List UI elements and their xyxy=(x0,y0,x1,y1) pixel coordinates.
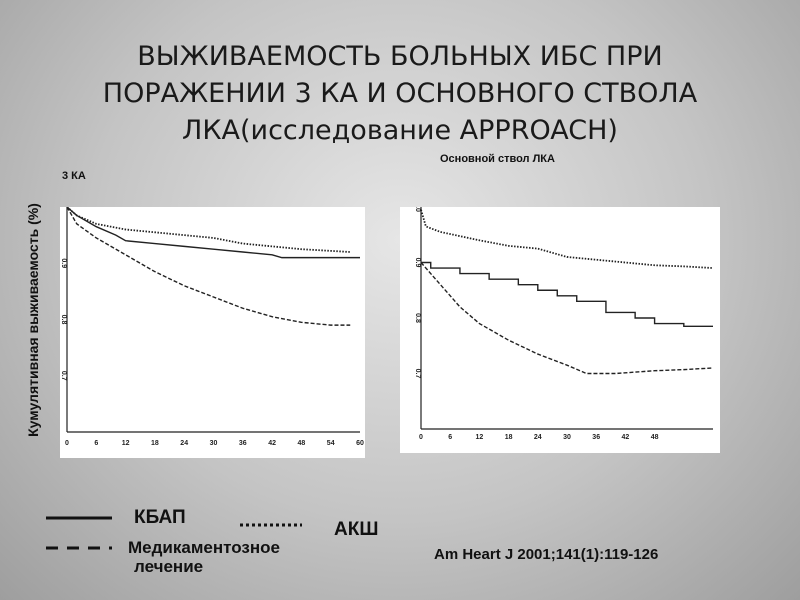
legend-cabg-label: АКШ xyxy=(334,519,379,540)
ka3-x-tick-label: 0 xyxy=(65,440,69,447)
ka3-x-tick-label: 6 xyxy=(94,440,98,447)
ka3-x-tick-label: 30 xyxy=(210,440,218,447)
ka3-y-tick-label: 0.7 xyxy=(60,371,67,381)
ka3-x-tick-label: 36 xyxy=(239,440,247,447)
lmca-y-tick-label: 1.0 xyxy=(414,207,421,212)
lmca-x-tick-label: 0 xyxy=(419,434,423,441)
ka3-y-tick-label: 0.8 xyxy=(60,315,67,325)
ka3-series-medical xyxy=(66,207,351,326)
lmca-x-tick-label: 48 xyxy=(651,434,659,441)
chart-panel-3ka: 0 6 12 18 24 30 36 42 48 54 60 0.9 0.8 0.7 xyxy=(60,207,365,458)
ka3-x-tick-label: 60 xyxy=(356,440,364,447)
ka3-x-tick-label: 24 xyxy=(180,440,188,447)
ka3-x-tick-label: 54 xyxy=(327,440,335,447)
ka3-x-tick-label: 42 xyxy=(268,440,276,447)
lmca-x-tick-label: 12 xyxy=(476,434,484,441)
ka3-x-tick-label: 12 xyxy=(122,440,130,447)
lmca-x-tick-label: 42 xyxy=(622,434,630,441)
ka3-x-tick-label: 18 xyxy=(151,440,159,447)
ka3-series-pci xyxy=(66,207,360,259)
slide-title-line-1: ВЫЖИВАЕМОСТЬ БОЛЬНЫХ ИБС ПРИ xyxy=(137,41,663,72)
ka3-x-tick-label: 48 xyxy=(298,440,306,447)
chart-title-3ka: 3 КА xyxy=(62,170,86,182)
lmca-y-tick-label: 0.7 xyxy=(414,369,421,379)
slide-title-line-2: ПОРАЖЕНИИ 3 КА И ОСНОВНОГО СТВОЛА xyxy=(102,78,698,109)
y-axis-label: Кумулятивная выживаемость (%) xyxy=(25,203,41,437)
lmca-series-pci xyxy=(421,261,713,328)
lmca-x-tick-label: 24 xyxy=(534,434,542,441)
lmca-x-tick-label: 30 xyxy=(563,434,571,441)
legend-symbols xyxy=(46,516,112,550)
lmca-y-tick-label: 0.8 xyxy=(414,313,421,323)
chart-3ka: 0 6 12 18 24 30 36 42 48 54 60 0.9 0.8 0.7 xyxy=(60,207,364,447)
lmca-y-tick-label: 0.9 xyxy=(414,258,421,268)
chart-panel-lmca: 0 6 12 18 24 30 36 42 48 1.0 0.9 0.8 0.7 xyxy=(400,207,720,453)
lmca-x-tick-label: 18 xyxy=(505,434,513,441)
slide-title: ВЫЖИВАЕМОСТЬ БОЛЬНЫХ ИБС ПРИ ПОРАЖЕНИИ 3… xyxy=(60,38,740,149)
chart-title-lmca: Основной ствол ЛКА xyxy=(440,153,555,165)
ka3-y-tick-label: 0.9 xyxy=(60,258,67,268)
lmca-x-tick-label: 36 xyxy=(592,434,600,441)
legend-pci-label: КБАП xyxy=(134,507,186,528)
legend-medical-label-2: лечение xyxy=(134,557,204,576)
citation: Am Heart J 2001;141(1):119-126 xyxy=(434,546,659,563)
slide-title-line-3: ЛКА(исследование APPROACH) xyxy=(182,115,618,146)
lmca-series-medical xyxy=(420,262,714,375)
lmca-series-cabg xyxy=(420,209,714,269)
ka3-series-cabg xyxy=(66,207,351,253)
legend-medical-label-1: Медикаментозное xyxy=(128,538,280,557)
legend-dotted-symbol xyxy=(240,523,302,527)
lmca-x-tick-label: 6 xyxy=(448,434,452,441)
chart-lmca: 0 6 12 18 24 30 36 42 48 1.0 0.9 0.8 0.7 xyxy=(414,207,714,441)
